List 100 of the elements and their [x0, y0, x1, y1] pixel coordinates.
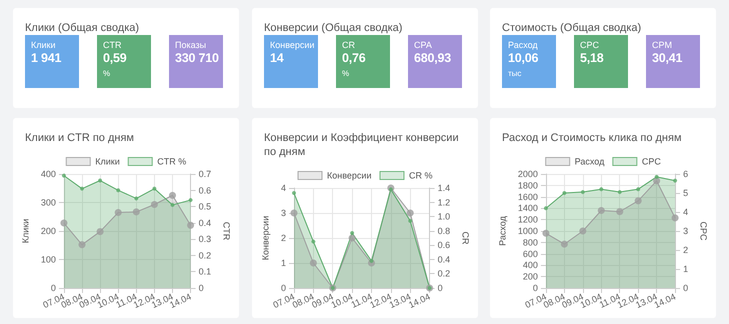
y2-tick-label: 0.6	[198, 185, 212, 196]
point	[560, 240, 568, 248]
point	[311, 240, 316, 244]
category-label: Расход	[508, 40, 550, 50]
text: 680,93	[414, 51, 452, 65]
point	[310, 260, 317, 266]
text: тыс	[508, 69, 522, 78]
point	[673, 178, 678, 183]
point	[152, 186, 156, 191]
point	[388, 187, 393, 192]
point	[634, 197, 642, 204]
point	[98, 178, 102, 183]
y-tick-label: 1200	[518, 214, 538, 225]
point	[542, 230, 550, 237]
y2-tick-label: 1.4	[438, 183, 450, 193]
y2-tick-label: 0.4	[198, 218, 212, 228]
point	[290, 210, 298, 216]
point	[636, 187, 640, 192]
point	[80, 186, 84, 191]
y2-tick-label: 3	[683, 226, 688, 236]
y-tick-label: 400	[40, 169, 56, 179]
y-tick-label: 4	[280, 183, 286, 193]
y-tick-label: 3	[280, 208, 286, 218]
point	[562, 191, 566, 195]
point	[672, 214, 679, 222]
y2-tick-label: 0	[198, 283, 204, 293]
y2-tick-label: 0.1	[198, 266, 212, 277]
point	[406, 210, 414, 216]
text: 330 710	[175, 51, 219, 65]
point	[408, 218, 412, 223]
y2-tick-label: 1.0	[438, 212, 450, 222]
point	[599, 187, 604, 192]
y2-tick-label: 4	[683, 207, 688, 217]
text: 0,76	[342, 51, 366, 65]
point	[170, 202, 174, 207]
y-tick-label: 0	[280, 283, 286, 293]
point	[654, 174, 659, 179]
point	[369, 258, 374, 263]
point	[169, 192, 176, 199]
legend-label: Клики	[95, 156, 120, 166]
point	[618, 190, 622, 194]
y2-axis-title: CPC	[698, 221, 708, 241]
text: 1 941	[31, 51, 62, 65]
point	[188, 198, 193, 202]
category-label: CTR	[103, 40, 145, 50]
y-tick-label: 0	[532, 283, 538, 293]
point	[350, 231, 354, 235]
point	[116, 188, 120, 192]
point	[96, 228, 104, 236]
legend-label: CR %	[408, 170, 432, 180]
y2-tick-label: 0	[683, 283, 688, 293]
y-tick-label: 300	[40, 198, 56, 208]
y-axis-title: Конверсии	[260, 216, 270, 260]
category-label: Конверсии	[270, 40, 314, 50]
y-tick-label: 2000	[518, 169, 538, 179]
legend-label: CPC	[642, 156, 662, 166]
y2-tick-label: 5	[683, 188, 688, 198]
y2-tick-label: 0.2	[438, 268, 450, 279]
chart-title: Конверсии и Коэффициент конверсии по дням	[263, 131, 460, 159]
point	[187, 222, 194, 229]
text: %	[103, 69, 110, 78]
y2-tick-label: 2	[683, 245, 688, 255]
point	[580, 190, 585, 194]
category-label: CR	[342, 40, 384, 50]
y-tick-label: 600	[522, 248, 538, 259]
category-label: Показы	[175, 40, 217, 50]
text: 5,18	[580, 51, 604, 65]
category-label: CPC	[580, 40, 622, 50]
point	[134, 196, 138, 200]
point	[348, 234, 356, 242]
y2-tick-label: 0.4	[438, 254, 450, 264]
point	[78, 241, 86, 248]
legend-label: CTR %	[157, 156, 186, 166]
y-axis-title: Расход	[498, 215, 508, 246]
text: 14	[270, 51, 284, 65]
y2-tick-label: 0.7	[198, 169, 212, 179]
text: 10,06	[508, 51, 538, 65]
y2-axis-title: CTR	[222, 222, 232, 241]
category-label: CPA	[414, 40, 456, 50]
point	[114, 208, 122, 216]
point	[653, 177, 660, 184]
text: %	[342, 69, 350, 78]
y-tick-label: 200	[522, 272, 538, 282]
y2-tick-label: 0.5	[198, 202, 212, 212]
y-tick-label: 800	[522, 237, 538, 248]
legend-label: Конверсии	[327, 170, 372, 180]
point	[62, 174, 66, 178]
y-tick-label: 1400	[518, 203, 538, 214]
text: Конверсии (Общая сводка)	[263, 21, 404, 35]
point	[616, 208, 624, 216]
y-tick-label: 1000	[518, 226, 538, 236]
y-tick-label: 2	[280, 233, 286, 243]
text: 30,41	[652, 51, 682, 65]
point	[60, 220, 68, 227]
y2-tick-label: 6	[683, 169, 688, 179]
point	[544, 206, 548, 210]
y2-tick-label: 1.2	[438, 197, 450, 208]
chart-title: Расход и Стоимость клика по дням	[501, 131, 683, 145]
y-tick-label: 1	[280, 258, 286, 268]
y-tick-label: 0	[50, 283, 56, 293]
